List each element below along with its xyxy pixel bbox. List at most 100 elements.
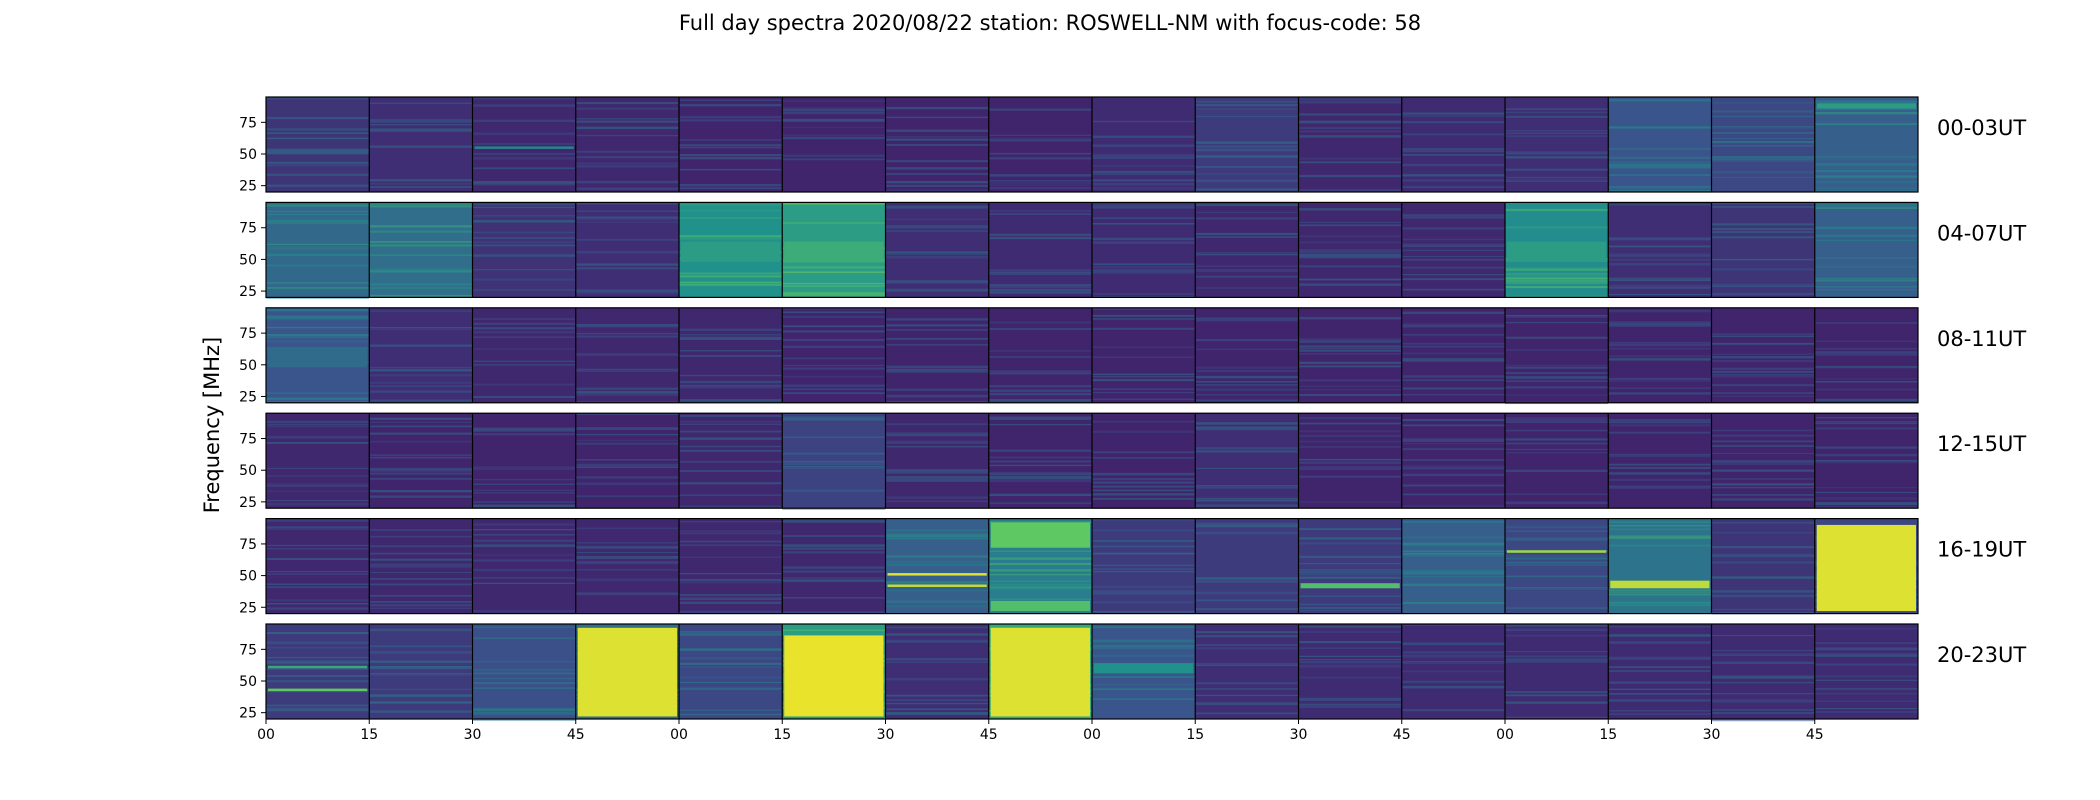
noise-streak — [575, 476, 679, 479]
noise-streak — [1298, 256, 1402, 259]
noise-streak — [679, 596, 783, 599]
noise-streak — [1505, 558, 1609, 560]
panel-noise — [679, 631, 783, 716]
bright-band — [1610, 580, 1710, 589]
noise-streak — [369, 457, 473, 459]
noise-streak — [266, 137, 370, 140]
noise-streak — [1814, 700, 1918, 702]
noise-streak — [266, 527, 370, 529]
noise-streak — [472, 153, 576, 155]
spectra-panel — [1195, 518, 1299, 614]
panel-noise — [472, 427, 576, 508]
noise-streak — [1608, 156, 1712, 159]
bright-band — [1507, 241, 1607, 262]
panel-noise — [782, 520, 886, 614]
noise-streak — [679, 386, 783, 389]
noise-streak — [1298, 434, 1402, 438]
noise-streak — [679, 687, 783, 690]
noise-streak — [1505, 372, 1609, 374]
noise-streak — [782, 375, 886, 378]
noise-streak — [885, 138, 989, 141]
noise-streak — [1195, 388, 1299, 391]
noise-streak — [1298, 569, 1402, 572]
spectra-panel — [885, 624, 989, 719]
noise-streak — [1092, 135, 1196, 138]
noise-streak — [1401, 536, 1505, 539]
noise-streak — [1711, 392, 1815, 394]
noise-streak — [1608, 255, 1712, 257]
y-tick-label: 50 — [239, 463, 257, 479]
noise-streak — [472, 559, 576, 562]
noise-streak — [1505, 336, 1609, 339]
noise-streak — [1092, 204, 1196, 206]
panel-noise — [1711, 635, 1815, 722]
noise-streak — [266, 599, 370, 602]
noise-streak — [472, 677, 576, 680]
noise-streak — [472, 428, 576, 431]
noise-streak — [575, 427, 679, 430]
noise-streak — [1092, 641, 1196, 643]
noise-streak — [1092, 625, 1196, 629]
noise-streak — [1298, 385, 1402, 388]
noise-streak — [1298, 610, 1402, 612]
noise-streak — [369, 604, 473, 607]
noise-streak — [1608, 670, 1712, 672]
noise-streak — [1814, 378, 1918, 380]
noise-streak — [679, 460, 783, 463]
panel-noise — [1092, 120, 1196, 190]
noise-streak — [472, 119, 576, 122]
noise-streak — [1195, 608, 1299, 610]
noise-streak — [575, 593, 679, 596]
noise-streak — [266, 660, 370, 663]
noise-streak — [1092, 373, 1196, 376]
panel-noise — [1608, 419, 1712, 489]
noise-streak — [1401, 121, 1505, 124]
noise-streak — [1298, 345, 1402, 347]
noise-streak — [988, 184, 1092, 186]
panel-noise — [1401, 311, 1505, 396]
noise-streak — [885, 477, 989, 480]
noise-streak — [885, 563, 989, 566]
noise-streak — [1505, 655, 1609, 658]
noise-streak — [1092, 489, 1196, 492]
noise-streak — [885, 205, 989, 208]
noise-streak — [1298, 461, 1402, 464]
noise-streak — [266, 253, 370, 257]
panel-noise — [1401, 112, 1505, 188]
noise-streak — [369, 651, 473, 653]
noise-streak — [1505, 226, 1609, 229]
noise-streak — [885, 324, 989, 327]
noise-streak — [266, 164, 370, 167]
noise-streak — [1401, 661, 1505, 663]
noise-streak — [1401, 583, 1505, 586]
noise-streak — [266, 424, 370, 426]
noise-streak — [1298, 365, 1402, 368]
noise-streak — [575, 546, 679, 549]
noise-streak — [988, 473, 1092, 476]
noise-streak — [1092, 153, 1196, 155]
noise-streak — [679, 415, 783, 417]
noise-streak — [266, 282, 370, 284]
noise-streak — [885, 440, 989, 443]
noise-streak — [472, 268, 576, 271]
noise-streak — [782, 548, 886, 550]
noise-streak — [782, 107, 886, 109]
noise-streak — [1298, 647, 1402, 649]
noise-streak — [472, 505, 576, 508]
noise-streak — [782, 158, 886, 161]
noise-streak — [369, 270, 473, 273]
noise-streak — [885, 471, 989, 474]
noise-streak — [1814, 459, 1918, 463]
noise-streak — [575, 325, 679, 328]
noise-streak — [988, 152, 1092, 155]
noise-streak — [885, 368, 989, 371]
noise-streak — [1401, 227, 1505, 230]
panel-noise — [988, 321, 1092, 403]
noise-streak — [1092, 564, 1196, 566]
noise-streak — [1814, 427, 1918, 430]
noise-streak — [988, 521, 1092, 524]
noise-streak — [1401, 484, 1505, 487]
noise-streak — [679, 633, 783, 635]
noise-streak — [679, 168, 783, 171]
spectra-panel — [988, 202, 1092, 298]
